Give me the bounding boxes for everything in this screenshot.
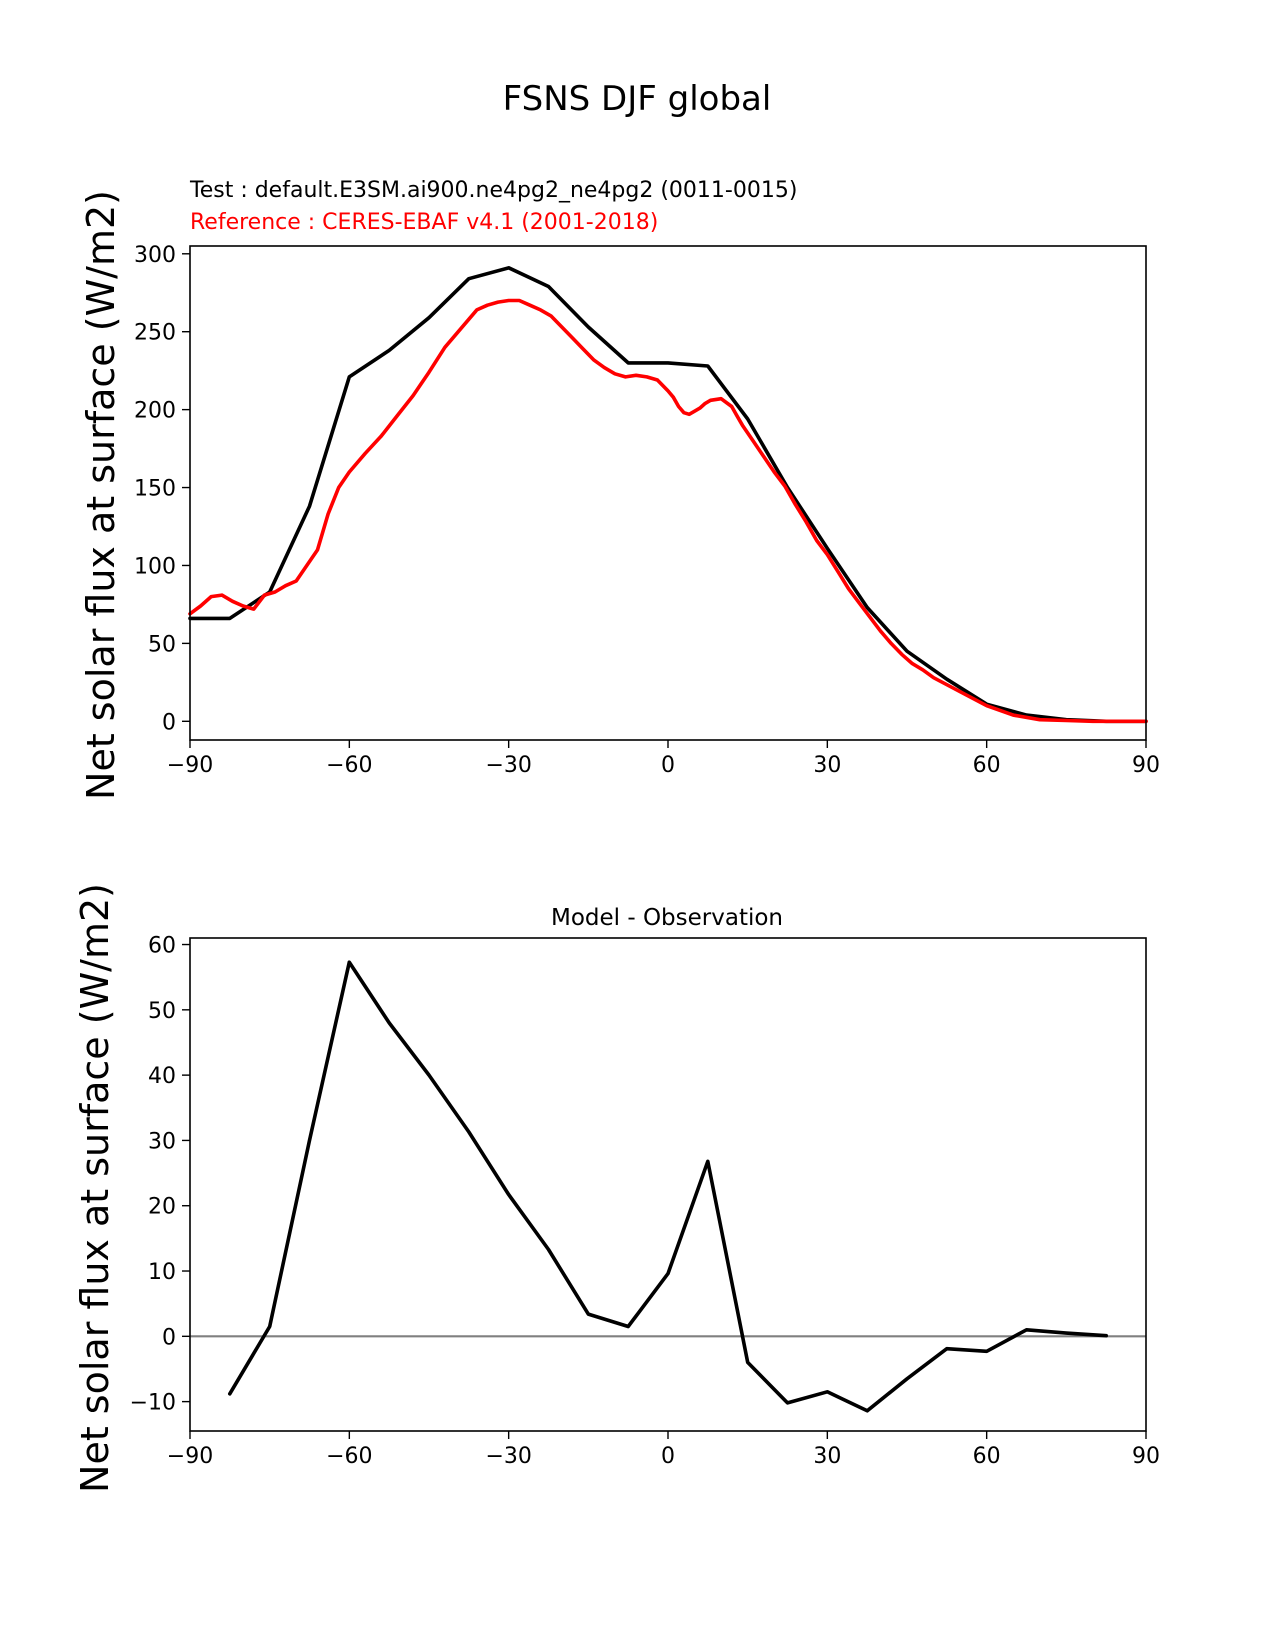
bottom-diff-series-line [228, 960, 1108, 1413]
top-y-tick-label: 150 [134, 477, 176, 502]
figure-suptitle: FSNS DJF global [503, 79, 772, 119]
bottom-x-tick-label: 90 [1132, 1444, 1160, 1469]
bottom-chart-title: Model - Observation [551, 905, 783, 931]
bottom-series-group [190, 960, 1146, 1413]
bottom-y-tick-label: 30 [148, 1129, 176, 1154]
top-y-axis-label: Net solar flux at surface (W/m2) [79, 190, 123, 800]
bottom-x-tick-label: −60 [326, 1444, 372, 1469]
bottom-plot-frame [189, 937, 1147, 1432]
test-label: Test : default.E3SM.ai900.ne4pg2_ne4pg2 … [189, 178, 797, 203]
top-y-tick-label: 50 [148, 632, 176, 657]
top-x-tick-label: 0 [661, 753, 675, 778]
top-x-tick-label: 30 [813, 753, 841, 778]
bottom-y-tick-label: 0 [162, 1325, 176, 1350]
bottom-chart-panel: Model - Observation Net solar flux at su… [73, 883, 1160, 1493]
top-plot-frame [189, 245, 1147, 741]
bottom-x-tick-label: 0 [661, 1444, 675, 1469]
bottom-y-tick-label: 40 [148, 1064, 176, 1089]
bottom-x-tick-label: 30 [813, 1444, 841, 1469]
bottom-y-tick-label: 50 [148, 999, 176, 1024]
bottom-y-tick-label: 60 [148, 934, 176, 959]
top-tick-marks: −90 −60 −30 0 30 60 90 0 50 100 150 200 250 300 [134, 243, 1160, 778]
bottom-x-tick-label: 60 [973, 1444, 1001, 1469]
bottom-y-tick-label: −10 [130, 1391, 176, 1416]
top-y-tick-label: 300 [134, 243, 176, 268]
top-series-group [188, 265, 1148, 724]
top-x-tick-label: −90 [167, 753, 213, 778]
bottom-y-axis-label: Net solar flux at surface (W/m2) [73, 883, 117, 1493]
bottom-y-tick-label: 20 [148, 1195, 176, 1220]
bottom-y-tick-label: 10 [148, 1260, 176, 1285]
top-y-tick-label: 0 [162, 710, 176, 735]
bottom-x-tick-label: −30 [485, 1444, 531, 1469]
top-x-tick-label: 90 [1132, 753, 1160, 778]
top-chart-panel: Test : default.E3SM.ai900.ne4pg2_ne4pg2 … [79, 178, 1160, 800]
top-x-tick-label: −60 [326, 753, 372, 778]
top-y-tick-label: 100 [134, 554, 176, 579]
top-x-tick-label: −30 [485, 753, 531, 778]
reference-label: Reference : CERES-EBAF v4.1 (2001-2018) [190, 210, 658, 235]
top-x-tick-label: 60 [973, 753, 1001, 778]
bottom-tick-marks: −90 −60 −30 0 30 60 90 −10 0 10 20 30 40 50 60 [130, 934, 1160, 1469]
top-y-tick-label: 200 [134, 399, 176, 424]
bottom-x-tick-label: −90 [167, 1444, 213, 1469]
top-y-tick-label: 250 [134, 321, 176, 346]
top-reference-series-line [188, 298, 1148, 724]
